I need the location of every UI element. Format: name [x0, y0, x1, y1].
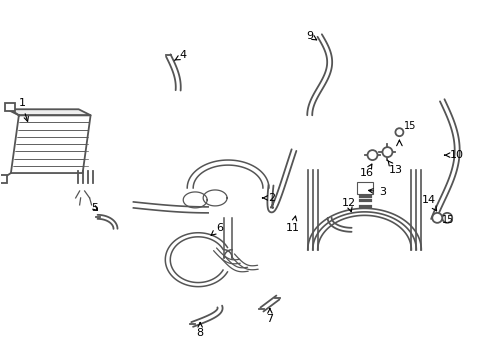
- Text: 7: 7: [266, 309, 273, 324]
- Text: 15: 15: [441, 215, 454, 225]
- Text: 8: 8: [196, 323, 203, 338]
- Text: 12: 12: [341, 198, 355, 212]
- FancyBboxPatch shape: [0, 175, 7, 183]
- Text: 5: 5: [91, 203, 98, 213]
- Text: 14: 14: [421, 195, 436, 211]
- Text: 6: 6: [211, 223, 223, 235]
- Text: 16: 16: [359, 164, 373, 178]
- Text: 2: 2: [262, 193, 275, 203]
- Text: 3: 3: [368, 187, 385, 197]
- Text: 11: 11: [285, 216, 299, 233]
- Circle shape: [441, 213, 451, 223]
- Circle shape: [367, 150, 377, 160]
- FancyBboxPatch shape: [356, 182, 372, 194]
- Circle shape: [431, 213, 441, 223]
- Text: 13: 13: [386, 160, 402, 175]
- Circle shape: [395, 128, 403, 136]
- FancyBboxPatch shape: [5, 103, 15, 111]
- Text: 15: 15: [404, 121, 416, 131]
- Circle shape: [382, 147, 392, 157]
- Text: 10: 10: [444, 150, 463, 160]
- Polygon shape: [7, 109, 90, 115]
- Polygon shape: [11, 115, 90, 173]
- Text: 9: 9: [305, 31, 316, 41]
- Text: 1: 1: [19, 98, 28, 121]
- Text: 4: 4: [174, 50, 186, 60]
